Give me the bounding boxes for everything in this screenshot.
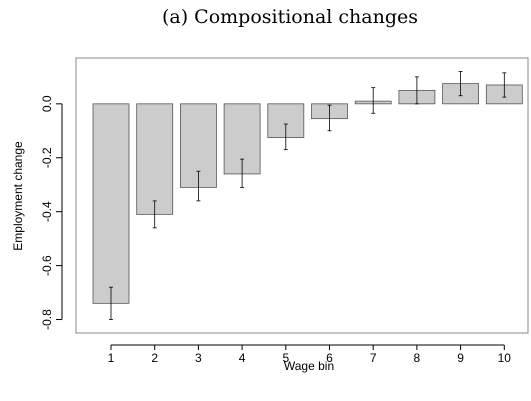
- y-tick-label: -0.6: [40, 255, 54, 276]
- y-tick-label: -0.2: [40, 147, 54, 168]
- x-tick-label: 6: [326, 351, 333, 365]
- x-axis-label: Wage bin: [284, 359, 334, 373]
- plot-frame: [75, 57, 529, 334]
- y-axis: 0.0 -0.2 -0.4 -0.6 -0.8: [40, 95, 63, 330]
- y-axis-label: Employment change: [11, 141, 25, 251]
- x-tick-label: 1: [108, 351, 115, 365]
- x-axis: 1 2 3 4 5 6 7 8 9 10: [108, 344, 512, 365]
- y-tick-label: 0.0: [40, 95, 54, 112]
- x-tick-label: 10: [498, 351, 512, 365]
- errorbars-group: [109, 71, 507, 320]
- chart-title: (a) Compositional changes: [162, 6, 418, 28]
- bars-group: [92, 83, 523, 304]
- x-tick-label: 5: [282, 351, 289, 365]
- bar: [136, 103, 174, 215]
- bar: [92, 103, 130, 304]
- x-tick-label: 4: [239, 351, 246, 365]
- x-tick-label: 9: [457, 351, 464, 365]
- x-tick-label: 3: [195, 351, 202, 365]
- y-tick-label: -0.8: [40, 309, 54, 330]
- x-tick-label: 8: [414, 351, 421, 365]
- y-tick-label: -0.4: [40, 201, 54, 222]
- x-tick-label: 7: [370, 351, 377, 365]
- x-tick-label: 2: [151, 351, 158, 365]
